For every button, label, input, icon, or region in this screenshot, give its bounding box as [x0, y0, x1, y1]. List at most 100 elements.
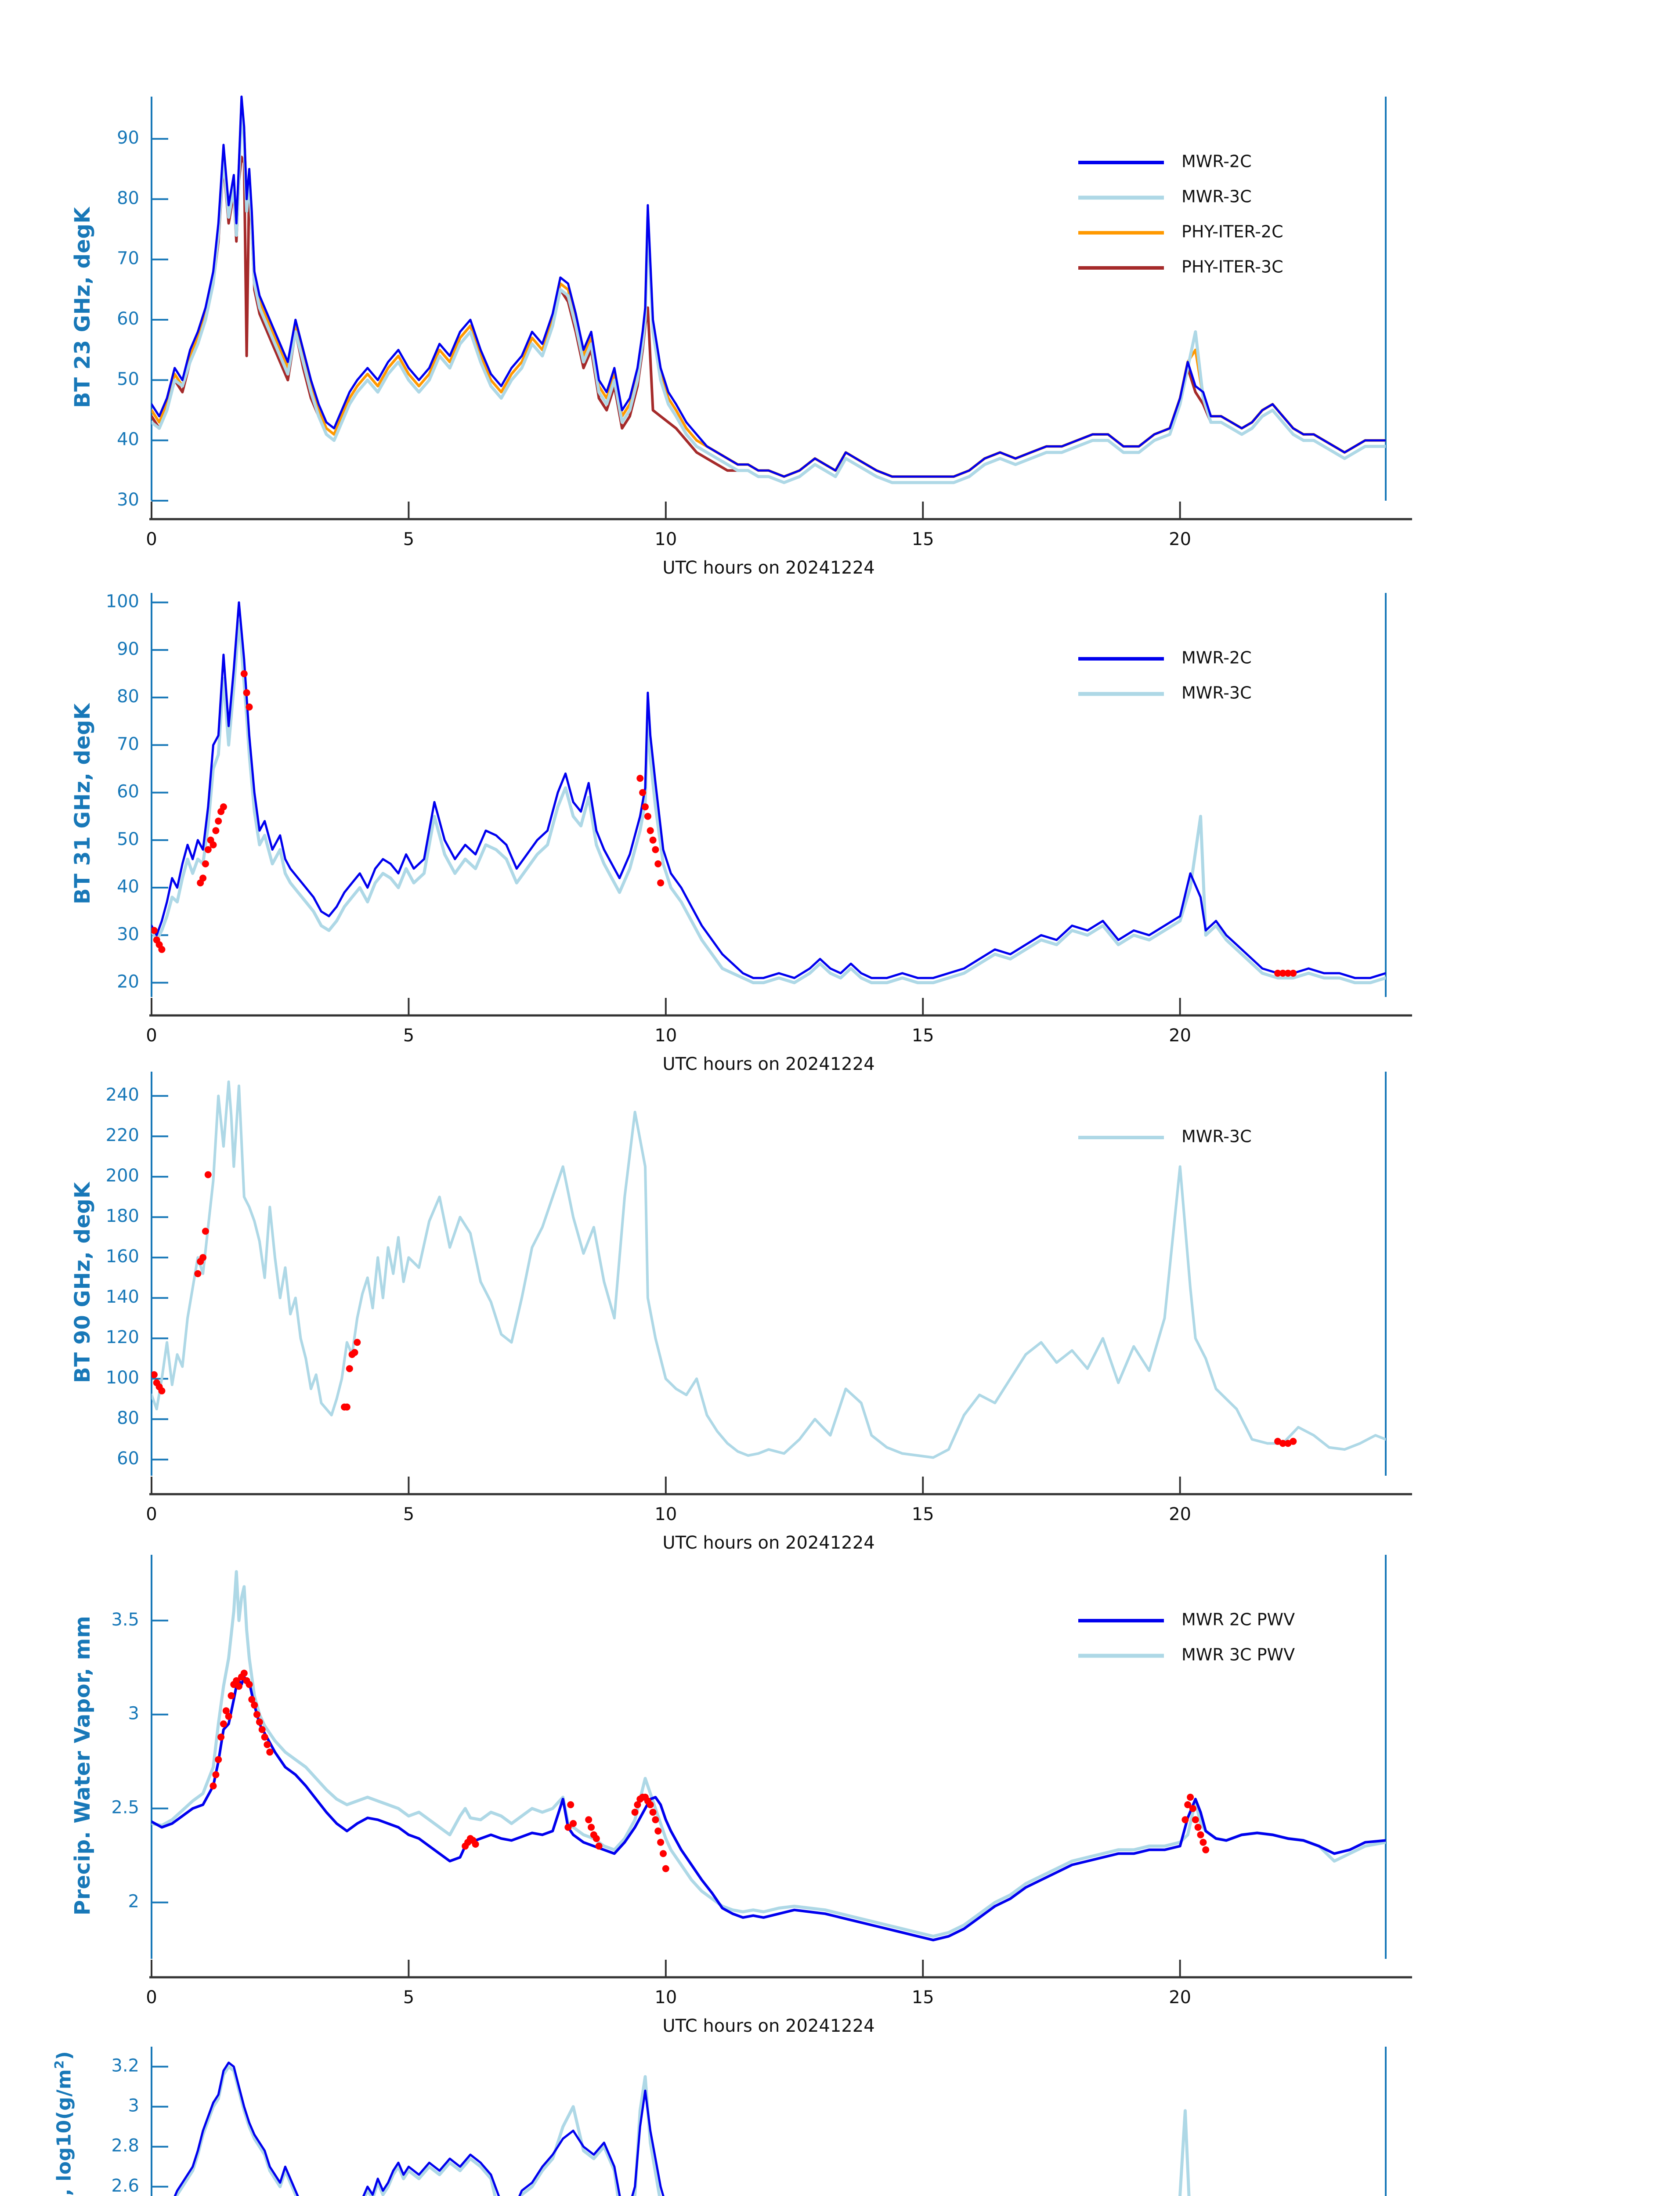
x-tick-label: 10 [654, 529, 677, 549]
y-tick-pwv-0: 2 [128, 1892, 168, 1912]
y-axis-label-lwp: log10 Liquid Water Path, log10(g/m2) [52, 2051, 76, 2196]
legend-bt90: MWR-3C [1078, 1127, 1252, 1146]
y-tick-bt31-4: 60 [117, 782, 168, 802]
x-tick-bt23-1: 5 [403, 502, 414, 549]
y-tick-bt23-2: 50 [117, 369, 168, 389]
y-axis-label-pwv: Precip. Water Vapor, mm [70, 1615, 95, 1916]
x-tick-pwv-4: 20 [1169, 1960, 1191, 2008]
legend-label-1: MWR-3C [1181, 187, 1252, 206]
x-axis-label-pwv: UTC hours on 20241224 [662, 2016, 875, 2036]
chart-panel-bt23: 30 40 50 60 70 80 90 0 5 10 15 20 MWR-2C MWR-3C PHY-IT… [0, 88, 1680, 632]
y-tick-bt90-2: 100 [106, 1368, 168, 1388]
x-tick-label: 5 [403, 529, 414, 549]
plot-area-pwv: 2 2.5 3 3.5 0 5 10 15 20 MWR 2C PWV MWR 3C PWV [111, 1555, 1412, 2008]
y-axis-label-bt90: BT 90 GHz, degK [70, 1182, 95, 1383]
y-tick-bt23-3: 60 [117, 309, 168, 329]
x-tick-label: 0 [146, 1026, 157, 1046]
plot-area-bt31: 20 30 40 50 60 70 80 90 100 0 5 10 15 20 MWR-2C MWR-3C [106, 592, 1412, 1046]
chart-panel-lwp: 1.41.61.822.22.42.62.833.205101520MWR 2C… [0, 2038, 1680, 2196]
plot-area-bt90: 60 80 100 120 140 160 180 200 220 240 0 5 10 15 20 MWR-… [106, 1072, 1412, 1524]
y-tick-bt90-0: 60 [117, 1448, 168, 1469]
x-tick-label: 10 [654, 1504, 677, 1524]
legend-label-3: PHY-ITER-3C [1181, 257, 1283, 277]
y-tick-label: 3 [128, 2096, 139, 2116]
y-tick-label: 30 [117, 490, 139, 510]
y-tick-bt23-5: 80 [117, 188, 168, 208]
x-tick-bt31-3: 15 [912, 998, 934, 1046]
series-line-mwr-3c-lwp [175, 2065, 1191, 2196]
y-tick-label: 90 [117, 128, 139, 148]
y-tick-bt90-5: 160 [106, 1246, 168, 1267]
legend-label-2: PHY-ITER-2C [1181, 222, 1283, 242]
flagged-points-bt90 [152, 1171, 1297, 1447]
flagged-points-pwv [210, 1669, 1210, 1872]
y-tick-label: 200 [106, 1166, 139, 1186]
y-tick-label: 140 [106, 1287, 139, 1307]
legend-pwv: MWR 2C PWV MWR 3C PWV [1078, 1610, 1295, 1665]
x-tick-bt31-1: 5 [403, 998, 414, 1046]
x-tick-bt90-0: 0 [146, 1477, 157, 1524]
y-tick-lwp-7: 2.8 [111, 2136, 168, 2156]
y-tick-label: 2.5 [111, 1798, 139, 1818]
x-tick-bt31-2: 10 [654, 998, 677, 1046]
y-tick-pwv-3: 3.5 [111, 1610, 168, 1630]
plot-area-lwp: 1.41.61.822.22.42.62.833.205101520MWR 2C… [111, 2047, 1387, 2196]
y-tick-bt90-7: 200 [106, 1166, 168, 1186]
series-line-mwr-2c [152, 601, 1386, 979]
y-tick-label: 3 [128, 1704, 139, 1724]
y-tick-lwp-9: 3.2 [111, 2056, 168, 2076]
x-tick-bt90-2: 10 [654, 1477, 677, 1524]
y-tick-label: 20 [117, 972, 139, 992]
x-tick-bt23-4: 20 [1169, 502, 1191, 549]
y-tick-bt90-8: 220 [106, 1125, 168, 1145]
x-tick-bt31-4: 20 [1169, 998, 1191, 1046]
x-axis-label-bt23: UTC hours on 20241224 [662, 558, 875, 578]
x-axis-label-bt90: UTC hours on 20241224 [662, 1533, 875, 1553]
y-tick-label: 60 [117, 309, 139, 329]
y-tick-label: 120 [106, 1327, 139, 1347]
y-axis-label-bt31: BT 31 GHz, degK [70, 703, 95, 904]
y-tick-bt23-0: 30 [117, 490, 168, 510]
series-line-mwr-3c [152, 107, 1386, 484]
flagged-points-bt31 [152, 670, 1297, 977]
y-tick-lwp-6: 2.6 [111, 2176, 168, 2196]
legend-label-1: MWR 3C PWV [1181, 1645, 1295, 1665]
y-tick-label: 60 [117, 782, 139, 802]
y-tick-lwp-8: 3 [128, 2096, 168, 2116]
legend-label-0: MWR-2C [1181, 152, 1252, 171]
y-tick-label: 70 [117, 249, 139, 269]
x-tick-label: 20 [1169, 529, 1191, 549]
x-tick-label: 5 [403, 1026, 414, 1046]
x-tick-bt23-3: 15 [912, 502, 934, 549]
y-tick-bt23-1: 40 [117, 430, 168, 450]
y-axis-label-bt23: BT 23 GHz, degK [70, 207, 95, 408]
y-tick-pwv-1: 2.5 [111, 1798, 168, 1818]
chart-panel-bt90: 60 80 100 120 140 160 180 200 220 240 0 5 10 15 20 MWR-… [0, 1063, 1680, 1607]
x-tick-label: 15 [912, 1987, 934, 2008]
plot-area-bt23: 30 40 50 60 70 80 90 0 5 10 15 20 MWR-2C MWR-3C PHY-IT… [117, 95, 1412, 549]
y-tick-label: 40 [117, 430, 139, 450]
y-tick-bt90-4: 140 [106, 1287, 168, 1307]
y-tick-label: 100 [106, 592, 139, 612]
y-tick-label: 3.5 [111, 1610, 139, 1630]
series-line-mwr-2c [152, 95, 1386, 478]
x-tick-label: 5 [403, 1987, 414, 2008]
x-tick-bt31-0: 0 [146, 998, 157, 1046]
y-tick-label: 2.6 [111, 2176, 139, 2196]
x-tick-label: 10 [654, 1026, 677, 1046]
x-tick-label: 0 [146, 1987, 157, 2008]
series-line-mwr-2c-lwp [173, 2061, 665, 2196]
y-tick-label: 90 [117, 639, 139, 659]
y-tick-bt31-0: 20 [117, 972, 168, 992]
series-line-mwr-3c [152, 1080, 1386, 1459]
y-tick-bt90-1: 80 [117, 1408, 168, 1428]
x-tick-label: 20 [1169, 1987, 1191, 2008]
y-tick-label: 40 [117, 877, 139, 897]
legend-bt31: MWR-2C MWR-3C [1078, 648, 1252, 703]
x-tick-pwv-1: 5 [403, 1960, 414, 2008]
legend-label-1: MWR-3C [1181, 683, 1252, 703]
y-tick-pwv-2: 3 [128, 1704, 168, 1724]
y-tick-label: 70 [117, 734, 139, 754]
x-tick-label: 5 [403, 1504, 414, 1524]
y-tick-label: 2.8 [111, 2136, 139, 2156]
